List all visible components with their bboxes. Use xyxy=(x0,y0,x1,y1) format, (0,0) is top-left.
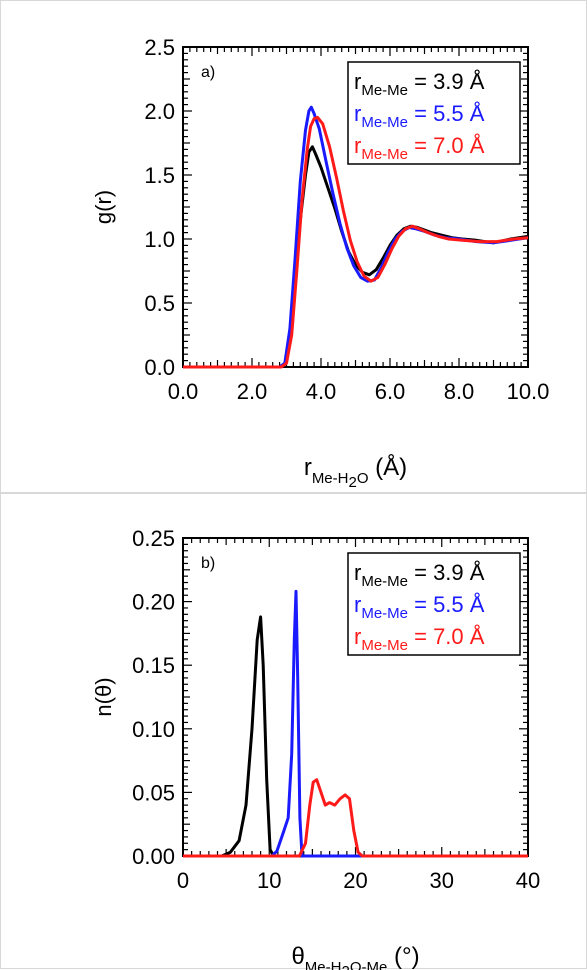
panel-label: b) xyxy=(201,555,215,572)
y-tick-label: 0.5 xyxy=(144,291,175,316)
x-axis-label: rMe-H2O (Å) xyxy=(304,453,407,491)
x-tick-label: 10 xyxy=(257,868,281,893)
x-tick-label: 4.0 xyxy=(306,379,337,404)
chart-b: 0 10 20 30 40 0.00 0.05 0.10 0.15 0.20 0.25 b) rMe-M… xyxy=(91,526,540,970)
legend-entry-2: rMe-Me = 7.0 Å xyxy=(354,133,485,163)
chart-a: 0.0 2.0 4.0 6.0 8.0 10.0 0.0 0.5 1.0 1.5 2.0 2.5 a) r… xyxy=(91,35,550,491)
legend-box xyxy=(347,552,521,656)
y-tick-label: 1.5 xyxy=(144,163,175,188)
x-tick-label: 8.0 xyxy=(444,379,475,404)
series-line-1 xyxy=(183,589,528,858)
panel-b: 0 10 20 30 40 0.00 0.05 0.10 0.15 0.20 0.25 b) rMe-M… xyxy=(0,493,587,970)
legend-entry-1: rMe-Me = 5.5 Å xyxy=(354,592,485,622)
series-line-2 xyxy=(183,115,529,369)
legend-entry-1: rMe-Me = 5.5 Å xyxy=(354,101,485,131)
y-tick-label: 2.0 xyxy=(144,99,175,124)
series-line-0 xyxy=(183,615,528,858)
x-tick-label: 10.0 xyxy=(507,379,550,404)
series-line-2 xyxy=(183,778,528,858)
y-tick-label: 2.5 xyxy=(144,35,175,60)
legend-entry-2: rMe-Me = 7.0 Å xyxy=(354,624,485,654)
x-tick-label: 30 xyxy=(430,868,454,893)
y-tick-label: 1.0 xyxy=(144,227,175,252)
legend-box xyxy=(347,61,521,165)
x-tick-label: 20 xyxy=(343,868,367,893)
x-axis-label: θMe-H2O-Me (°) xyxy=(291,943,419,970)
y-axis-label: n(θ) xyxy=(91,677,116,716)
x-tick-label: 0.0 xyxy=(168,379,199,404)
panel-a: 0.0 2.0 4.0 6.0 8.0 10.0 0.0 0.5 1.0 1.5 2.0 2.5 a) r… xyxy=(0,0,587,493)
y-tick-label: 0.10 xyxy=(132,717,175,742)
x-tick-label: 40 xyxy=(516,868,540,893)
panel-label: a) xyxy=(201,64,215,81)
y-tick-label: 0.25 xyxy=(132,526,175,551)
y-tick-label: 0.00 xyxy=(132,844,175,869)
y-tick-label: 0.0 xyxy=(144,355,175,380)
legend-entry-0: rMe-Me = 3.9 Å xyxy=(354,69,485,99)
y-tick-label: 0.15 xyxy=(132,653,175,678)
x-tick-label: 0 xyxy=(177,868,189,893)
legend-entry-0: rMe-Me = 3.9 Å xyxy=(354,560,485,590)
x-tick-label: 6.0 xyxy=(375,379,406,404)
x-tick-label: 2.0 xyxy=(237,379,268,404)
y-tick-label: 0.05 xyxy=(132,780,175,805)
y-tick-label: 0.20 xyxy=(132,590,175,615)
y-axis-label: g(r) xyxy=(91,190,116,224)
